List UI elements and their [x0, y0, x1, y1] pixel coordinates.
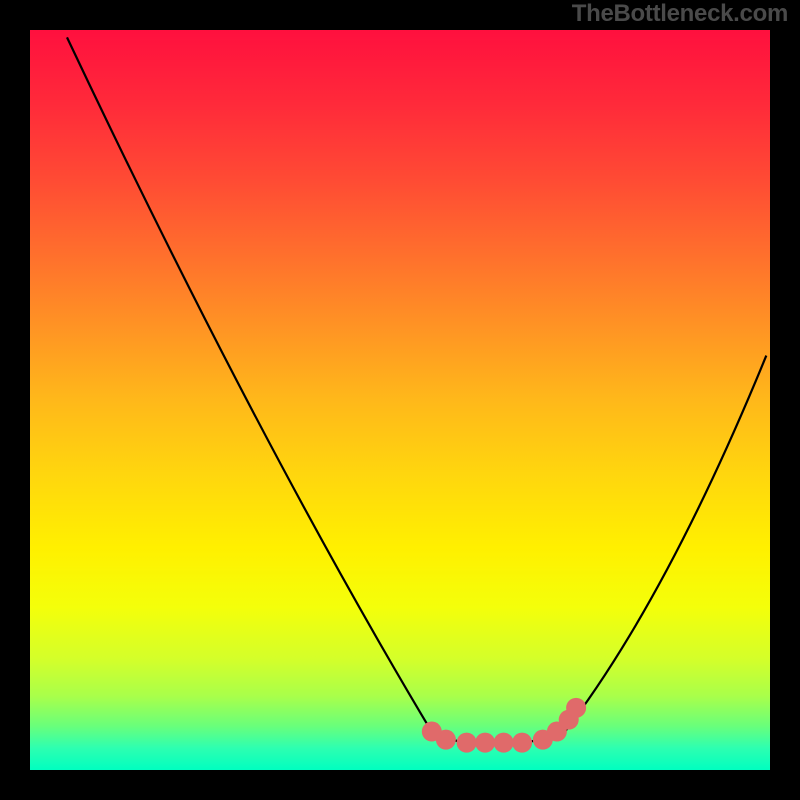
curve-svg [30, 30, 770, 770]
chart-root: TheBottleneck.com [0, 0, 800, 800]
v-curve [67, 37, 766, 741]
watermark-label: TheBottleneck.com [572, 0, 788, 28]
data-dot [494, 733, 514, 753]
data-dot [457, 733, 477, 753]
data-dot [475, 733, 495, 753]
plot-area [30, 30, 770, 770]
data-dot [512, 733, 532, 753]
data-dot [436, 730, 456, 750]
data-dot [566, 698, 586, 718]
